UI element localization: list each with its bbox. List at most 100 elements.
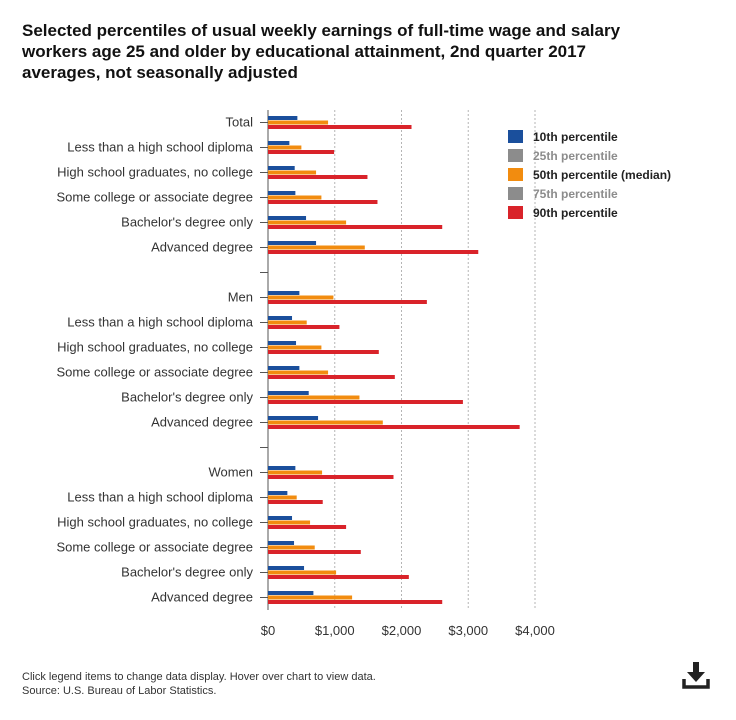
category-label: Less than a high school diploma bbox=[67, 490, 254, 505]
legend-swatch[interactable] bbox=[508, 130, 523, 143]
category-labels: Total Less than a high school diploma High… bbox=[56, 115, 253, 605]
category-label: Advanced degree bbox=[151, 590, 253, 605]
chart-title: Selected percentiles of usual weekly ear… bbox=[22, 21, 621, 82]
bar-p10[interactable] bbox=[268, 491, 288, 495]
bar-p50[interactable] bbox=[268, 495, 297, 500]
x-axis-ticks: $0 $1,000 $2,000 $3,000 $4,000 bbox=[261, 623, 555, 638]
bar-p10[interactable] bbox=[268, 191, 296, 195]
bar-p50[interactable] bbox=[268, 470, 323, 475]
category-label: High school graduates, no college bbox=[57, 340, 253, 355]
category-label: Bachelor's degree only bbox=[121, 565, 253, 580]
bar-p50[interactable] bbox=[268, 295, 334, 300]
legend-swatch[interactable] bbox=[508, 206, 523, 219]
bar-p10[interactable] bbox=[268, 591, 314, 595]
legend-label[interactable]: 50th percentile (median) bbox=[533, 168, 671, 182]
category-label: Bachelor's degree only bbox=[121, 215, 253, 230]
bar-p50[interactable] bbox=[268, 145, 302, 150]
bar-p50[interactable] bbox=[268, 320, 307, 325]
bar-p90[interactable] bbox=[268, 325, 340, 329]
legend-item-p10[interactable]: 10th percentile bbox=[508, 130, 618, 144]
bar-p90[interactable] bbox=[268, 250, 479, 254]
bar-p10[interactable] bbox=[268, 516, 293, 520]
bar-p50[interactable] bbox=[268, 420, 383, 425]
x-tick-label: $2,000 bbox=[382, 623, 422, 638]
bar-p10[interactable] bbox=[268, 241, 317, 245]
x-tick-label: $4,000 bbox=[515, 623, 555, 638]
bar-p90[interactable] bbox=[268, 375, 395, 379]
bar-p50[interactable] bbox=[268, 545, 315, 550]
bar-p90[interactable] bbox=[268, 475, 394, 479]
bar-p90[interactable] bbox=[268, 300, 427, 304]
bar-p50[interactable] bbox=[268, 195, 322, 200]
bar-p50[interactable] bbox=[268, 245, 365, 250]
category-label: Men bbox=[228, 290, 253, 305]
bar-p90[interactable] bbox=[268, 500, 323, 504]
bars[interactable] bbox=[268, 116, 520, 604]
bar-p50[interactable] bbox=[268, 220, 347, 225]
bar-p10[interactable] bbox=[268, 116, 298, 120]
y-axis bbox=[260, 110, 269, 610]
category-label: Advanced degree bbox=[151, 415, 253, 430]
bar-p90[interactable] bbox=[268, 125, 412, 129]
bar-p10[interactable] bbox=[268, 566, 305, 570]
bar-p10[interactable] bbox=[268, 216, 307, 220]
bar-p90[interactable] bbox=[268, 600, 443, 604]
category-label: Some college or associate degree bbox=[56, 540, 253, 555]
bar-p50[interactable] bbox=[268, 570, 337, 575]
bar-p90[interactable] bbox=[268, 200, 378, 204]
bar-p10[interactable] bbox=[268, 466, 296, 470]
bar-p10[interactable] bbox=[268, 316, 293, 320]
category-label: Less than a high school diploma bbox=[67, 315, 254, 330]
legend-label[interactable]: 25th percentile bbox=[533, 149, 618, 163]
bar-p90[interactable] bbox=[268, 400, 463, 404]
bar-p90[interactable] bbox=[268, 550, 361, 554]
legend-swatch[interactable] bbox=[508, 187, 523, 200]
bar-chart[interactable]: Total Less than a high school diploma High… bbox=[0, 0, 736, 660]
bar-p90[interactable] bbox=[268, 525, 347, 529]
legend-item-p25[interactable]: 25th percentile bbox=[508, 149, 618, 163]
legend-item-p50[interactable]: 50th percentile (median) bbox=[508, 168, 671, 182]
bar-p50[interactable] bbox=[268, 595, 353, 600]
x-tick-label: $3,000 bbox=[448, 623, 488, 638]
bar-p90[interactable] bbox=[268, 225, 443, 229]
bar-p50[interactable] bbox=[268, 395, 360, 400]
bar-p10[interactable] bbox=[268, 416, 319, 420]
legend-item-p90[interactable]: 90th percentile bbox=[508, 206, 618, 220]
category-label: Bachelor's degree only bbox=[121, 390, 253, 405]
legend-swatch[interactable] bbox=[508, 149, 523, 162]
bar-p90[interactable] bbox=[268, 150, 335, 154]
bar-p10[interactable] bbox=[268, 166, 295, 170]
bar-p90[interactable] bbox=[268, 575, 409, 579]
x-tick-label: $1,000 bbox=[315, 623, 355, 638]
bar-p10[interactable] bbox=[268, 141, 290, 145]
legend-swatch[interactable] bbox=[508, 168, 523, 181]
bar-p10[interactable] bbox=[268, 541, 295, 545]
legend-label[interactable]: 90th percentile bbox=[533, 206, 618, 220]
x-tick-label: $0 bbox=[261, 623, 275, 638]
legend[interactable]: 10th percentile 25th percentile 50th perce… bbox=[508, 130, 671, 220]
bar-p50[interactable] bbox=[268, 520, 311, 525]
category-label: Some college or associate degree bbox=[56, 190, 253, 205]
bar-p50[interactable] bbox=[268, 170, 317, 175]
download-icon[interactable] bbox=[682, 660, 710, 690]
bar-p10[interactable] bbox=[268, 291, 300, 295]
bar-p50[interactable] bbox=[268, 120, 329, 125]
bar-p10[interactable] bbox=[268, 391, 309, 395]
category-label: Less than a high school diploma bbox=[67, 140, 254, 155]
bar-p90[interactable] bbox=[268, 425, 520, 429]
category-label: High school graduates, no college bbox=[57, 165, 253, 180]
bar-p90[interactable] bbox=[268, 350, 379, 354]
bar-p50[interactable] bbox=[268, 370, 329, 375]
bar-p50[interactable] bbox=[268, 345, 322, 350]
legend-label[interactable]: 75th percentile bbox=[533, 187, 618, 201]
category-label: Total bbox=[226, 115, 254, 130]
bar-p90[interactable] bbox=[268, 175, 368, 179]
category-label: Advanced degree bbox=[151, 240, 253, 255]
bar-p10[interactable] bbox=[268, 366, 300, 370]
category-label: High school graduates, no college bbox=[57, 515, 253, 530]
category-label: Some college or associate degree bbox=[56, 365, 253, 380]
bar-p10[interactable] bbox=[268, 341, 297, 345]
legend-item-p75[interactable]: 75th percentile bbox=[508, 187, 618, 201]
category-label: Women bbox=[208, 465, 253, 480]
legend-label[interactable]: 10th percentile bbox=[533, 130, 618, 144]
